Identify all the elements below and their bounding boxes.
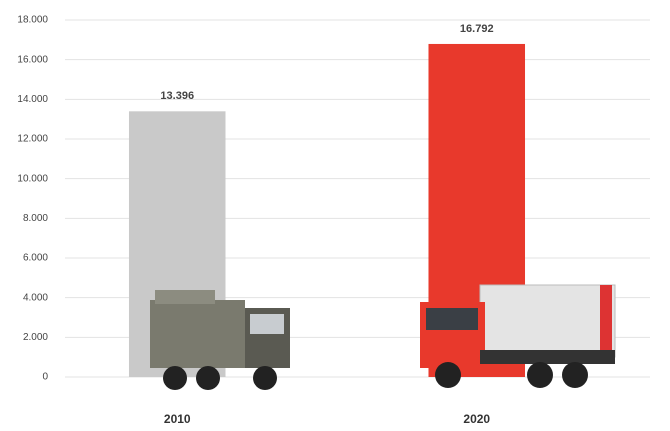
wheel [527,362,553,388]
value-label: 13.396 [160,90,194,102]
y-tick-label: 4.000 [23,292,48,303]
x-tick-label: 2010 [164,412,191,426]
truck-2020 [420,284,616,388]
truck-window [426,308,478,330]
truck-top [155,290,215,304]
labels: 0 2.000 4.000 6.000 8.000 10.000 12.000 14.000 1… [17,15,493,427]
truck-chassis [480,350,615,364]
truck-rear [600,285,612,357]
y-tick-label: 18.000 [17,15,48,26]
y-tick-label: 8.000 [23,213,48,224]
wheel [435,362,461,388]
value-label: 16.792 [460,23,494,35]
x-tick-label: 2020 [463,412,490,426]
y-tick-label: 10.000 [17,173,48,184]
truck-body [150,300,245,368]
y-tick-label: 12.000 [17,134,48,145]
wheel [163,366,187,390]
truck-2010 [150,290,290,390]
wheel [253,366,277,390]
y-tick-label: 6.000 [23,253,48,264]
truck-window [250,314,284,334]
truck-body [479,284,616,358]
wheel [562,362,588,388]
y-tick-label: 14.000 [17,94,48,105]
y-tick-label: 16.000 [17,54,48,65]
wheel [196,366,220,390]
y-tick-label: 0 [42,372,48,383]
y-tick-label: 2.000 [23,332,48,343]
